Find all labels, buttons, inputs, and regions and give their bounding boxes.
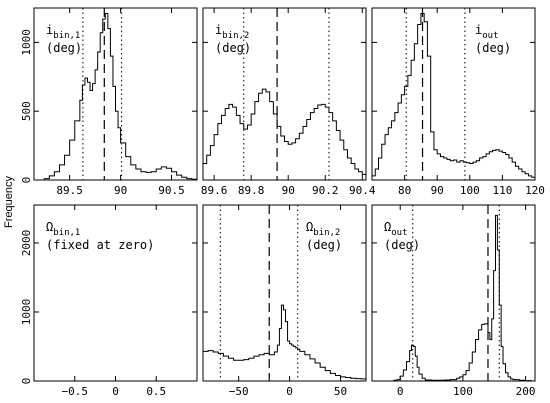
x-tick-label: 89.5 xyxy=(56,184,83,197)
panel-i_bin2: 89.6 89.8 90 90.2 90.4 ibin,2(deg) xyxy=(201,7,376,197)
panel-unit-label: (deg) xyxy=(46,41,82,55)
x-tick-label: −50 xyxy=(229,385,249,398)
plot-frame xyxy=(371,204,536,382)
panel-label: ibin,1 xyxy=(46,23,80,41)
panel-label: Ωout xyxy=(384,220,408,238)
panel-unit-label: (deg) xyxy=(306,238,342,252)
panel-label: ibin,2 xyxy=(215,23,249,41)
x-tick-label: 100 xyxy=(453,385,473,398)
plot-frame xyxy=(202,204,367,382)
x-tick-label: 90.2 xyxy=(312,184,339,197)
panel-omega_bin1: −0.5 0 0.5 0 1000 2000 Ωbin,1(fixed at zero) xyxy=(20,204,198,398)
plot-frame xyxy=(202,7,367,181)
x-tick-label: 200 xyxy=(516,385,536,398)
y-tick-label: 2000 xyxy=(20,230,33,257)
y-tick-label: 0 xyxy=(20,177,33,184)
panel-omega_out: 0 100 200 Ωout(deg) xyxy=(371,204,536,398)
x-tick-label: 50 xyxy=(334,385,347,398)
histogram-steps xyxy=(39,13,197,180)
panel-unit-label: (deg) xyxy=(475,41,511,55)
x-tick-label: 89.8 xyxy=(238,184,265,197)
y-tick-label: 0 xyxy=(20,378,33,385)
x-tick-label: 110 xyxy=(492,184,512,197)
histogram-steps xyxy=(203,88,366,180)
panel-label: Ωbin,2 xyxy=(306,220,340,238)
x-tick-label: 90.4 xyxy=(349,184,376,197)
y-tick-label: 1000 xyxy=(20,29,33,56)
x-tick-label: 89.6 xyxy=(201,184,228,197)
panel-label: iout xyxy=(475,23,499,41)
x-tick-label: −0.5 xyxy=(62,385,89,398)
panel-i_out: 80 90 100 110 120 iout(deg) xyxy=(371,7,545,197)
x-tick-label: 90.5 xyxy=(158,184,185,197)
x-tick-label: 90 xyxy=(114,184,127,197)
histogram-steps xyxy=(203,304,366,381)
plot-frame xyxy=(33,7,198,181)
x-tick-label: 0 xyxy=(286,385,293,398)
plot-frame xyxy=(371,7,536,181)
x-tick-label: 120 xyxy=(525,184,545,197)
y-tick-label: 500 xyxy=(20,101,33,121)
x-tick-label: 100 xyxy=(460,184,480,197)
y-tick-label: 1000 xyxy=(20,299,33,326)
x-tick-label: 0 xyxy=(112,385,119,398)
panel-i_bin1: 89.5 90 90.5 0 500 1000 ibin,1(deg) xyxy=(20,7,198,197)
x-tick-label: 0 xyxy=(397,385,404,398)
panel-unit-label: (deg) xyxy=(384,238,420,252)
panel-unit-label: (deg) xyxy=(215,41,251,55)
y-axis-label: Frequency xyxy=(3,176,15,228)
histogram-steps xyxy=(372,13,535,180)
x-tick-label: 0.5 xyxy=(146,385,166,398)
panel-unit-label: (fixed at zero) xyxy=(46,238,154,252)
panel-omega_bin2: −50 0 50 Ωbin,2(deg) xyxy=(202,204,367,398)
panel-label: Ωbin,1 xyxy=(46,220,80,238)
x-tick-label: 90 xyxy=(282,184,295,197)
x-tick-label: 80 xyxy=(398,184,411,197)
x-tick-label: 90 xyxy=(431,184,444,197)
